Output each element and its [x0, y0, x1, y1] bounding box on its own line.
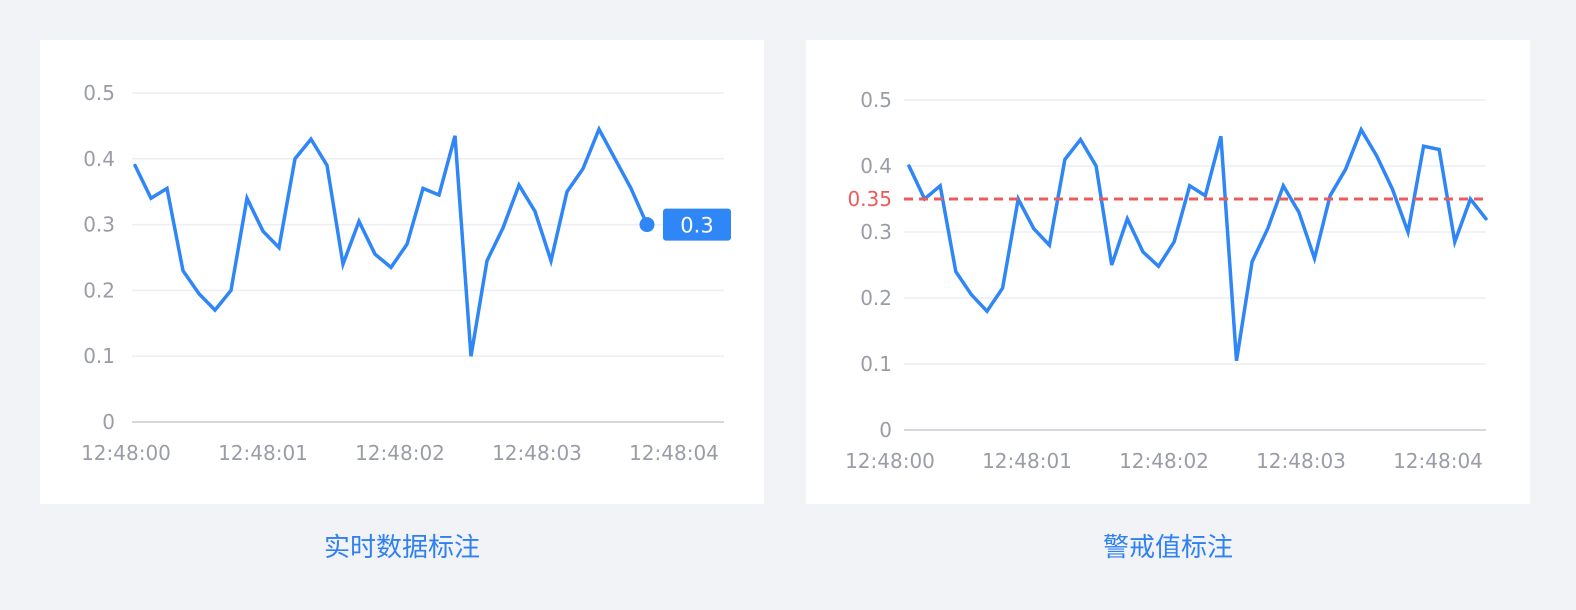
x-tick-label: 12:48:04 — [629, 441, 719, 465]
x-tick-label: 12:48:00 — [845, 449, 935, 473]
realtime-chart-panel: 0 0.1 0.2 0.3 0.4 0.5 12:48:00 12:48:01 12:48:02… — [40, 40, 764, 504]
x-tick-label: 12:48:02 — [355, 441, 445, 465]
series-line — [133, 125, 649, 357]
realtime-chart-caption: 实时数据标注 — [323, 533, 480, 563]
y-tick-label: 0.5 — [860, 88, 892, 112]
series-line — [907, 125, 1488, 361]
latest-point-marker — [639, 217, 655, 233]
y-tick-label: 0.1 — [83, 344, 115, 368]
x-tick-label: 12:48:00 — [81, 441, 171, 465]
x-tick-label: 12:48:02 — [1119, 449, 1209, 473]
y-tick-label: 0.3 — [860, 220, 892, 244]
warning-line-chart: 0 0.1 0.2 0.3 0.4 0.5 12:48:00 12:48:01 12:48:02… — [845, 88, 1488, 473]
warning-chart-panel: 0 0.1 0.2 0.3 0.4 0.5 12:48:00 12:48:01 12:48:02… — [806, 40, 1530, 504]
y-tick-label: 0.1 — [860, 352, 892, 376]
y-tick-label: 0.4 — [860, 154, 892, 178]
latest-value-label: 0.3 — [680, 214, 713, 238]
y-tick-label: 0.3 — [83, 213, 115, 237]
realtime-line-chart: 0 0.1 0.2 0.3 0.4 0.5 12:48:00 12:48:01 12:48:02… — [81, 81, 731, 465]
x-tick-label: 12:48:03 — [492, 441, 582, 465]
x-tick-label: 12:48:01 — [982, 449, 1072, 473]
warning-chart-caption: 警戒值标注 — [1102, 533, 1233, 563]
y-tick-label: 0 — [879, 418, 892, 442]
y-tick-label: 0 — [102, 410, 115, 434]
y-tick-label: 0.5 — [83, 81, 115, 105]
latest-value-badge — [663, 208, 731, 241]
x-tick-label: 12:48:03 — [1256, 449, 1346, 473]
warning-threshold-label: 0.35 — [847, 187, 892, 211]
x-tick-label: 12:48:01 — [218, 441, 308, 465]
y-tick-label: 0.2 — [860, 286, 892, 310]
y-tick-label: 0.2 — [83, 278, 115, 302]
y-tick-label: 0.4 — [83, 147, 115, 171]
x-tick-label: 12:48:04 — [1393, 449, 1483, 473]
